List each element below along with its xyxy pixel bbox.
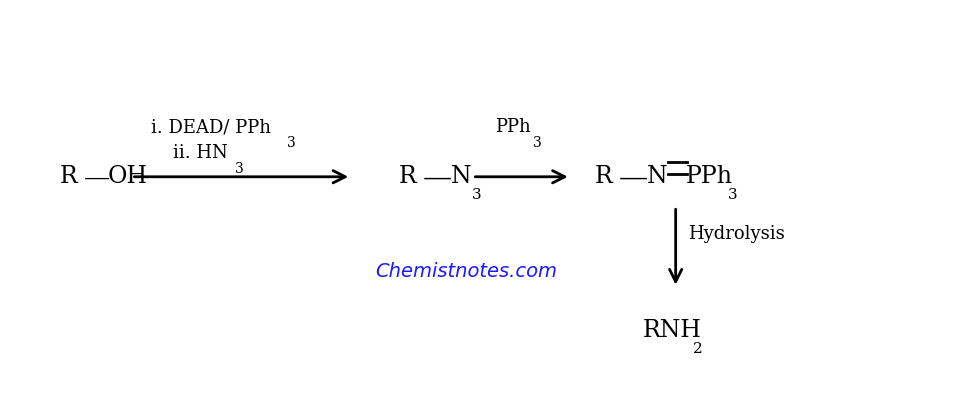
Text: 2: 2 (693, 342, 703, 356)
Text: Hydrolysis: Hydrolysis (688, 225, 785, 243)
Text: PPh: PPh (495, 118, 531, 136)
Text: 3: 3 (472, 188, 482, 202)
Text: 3: 3 (287, 136, 296, 150)
Text: —: — (618, 165, 647, 193)
Text: R: R (398, 165, 417, 188)
Text: 3: 3 (234, 162, 244, 176)
Text: PPh: PPh (686, 165, 733, 188)
Text: 3: 3 (534, 136, 542, 150)
Text: i. DEAD/ PPh: i. DEAD/ PPh (151, 118, 271, 136)
Text: —: — (84, 166, 110, 191)
Text: OH: OH (108, 165, 148, 188)
Text: R: R (594, 165, 612, 188)
Text: 3: 3 (728, 188, 738, 202)
Text: —: — (422, 165, 452, 193)
Text: Chemistnotes.com: Chemistnotes.com (375, 262, 557, 281)
Text: R: R (60, 165, 78, 188)
Text: N: N (451, 165, 472, 188)
Text: RNH: RNH (642, 320, 701, 342)
Text: N: N (647, 165, 667, 188)
Text: ii. HN: ii. HN (173, 144, 228, 162)
